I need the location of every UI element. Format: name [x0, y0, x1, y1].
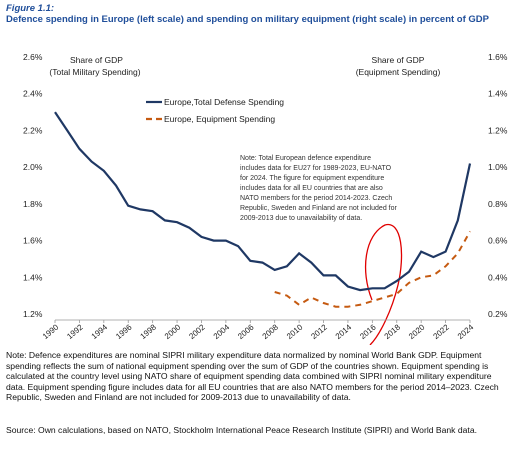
y2-tick-label: 0.6%	[488, 236, 508, 246]
y2-tick-label: 1.4%	[488, 89, 508, 99]
x-tick-label: 2008	[261, 322, 281, 341]
footnote: Note: Defence expenditures are nominal S…	[6, 350, 499, 403]
x-tick-label: 2004	[212, 322, 232, 341]
x-tick-label: 1996	[114, 322, 134, 341]
y-axis-title: (Total Military Spending)	[49, 67, 140, 77]
figure-label: Figure 1.1:	[6, 3, 55, 14]
x-tick-label: 2014	[334, 322, 354, 341]
y2-tick-label: 1.0%	[488, 162, 508, 172]
x-tick-label: 2002	[187, 322, 207, 341]
red-scribble	[364, 224, 403, 345]
chart-title: Defence spending in Europe (left scale) …	[6, 14, 489, 25]
y2-axis-title: (Equipment Spending)	[356, 67, 441, 77]
y-tick-label: 1.4%	[23, 272, 43, 282]
x-tick-label: 2018	[383, 322, 403, 341]
y-tick-label: 1.6%	[23, 236, 43, 246]
annotation-line: 2009-2013 due to unavailability of data.	[240, 215, 362, 222]
x-tick-label: 1994	[90, 322, 110, 341]
legend-label: Europe, Equipment Spending	[164, 114, 275, 124]
y2-tick-label: 0.8%	[488, 199, 508, 209]
x-tick-label: 2022	[431, 322, 451, 341]
x-tick-label: 2000	[163, 322, 183, 341]
x-tick-label: 1990	[41, 322, 61, 341]
y-tick-label: 1.2%	[23, 309, 43, 319]
annotation-line: Note: Total European defence expenditure	[240, 155, 371, 162]
series-line	[54, 111, 472, 292]
series-line	[274, 230, 471, 308]
x-tick-label: 2012	[309, 322, 329, 341]
x-tick-label: 1998	[139, 322, 159, 341]
x-tick-label: 2024	[456, 322, 476, 341]
x-tick-label: 2010	[285, 322, 305, 341]
y-tick-label: 2.4%	[23, 89, 43, 99]
source: Source: Own calculations, based on NATO,…	[6, 425, 477, 435]
annotation-line: includes data for EU27 for 1989-2023, EU…	[240, 165, 392, 172]
x-tick-label: 2006	[236, 322, 256, 341]
annotation-line: includes data for all EU countries that …	[240, 185, 383, 192]
y-tick-label: 2.0%	[23, 162, 43, 172]
y2-axis-title: Share of GDP	[372, 55, 425, 65]
y2-tick-label: 1.6%	[488, 52, 508, 62]
y2-tick-label: 1.2%	[488, 125, 508, 135]
x-tick-label: 2020	[407, 322, 427, 341]
y-axis-title: Share of GDP	[70, 55, 123, 65]
annotation-line: for 2024. The figure for equipment expen…	[240, 175, 384, 182]
annotation-line: NATO members for the period 2014-2023. C…	[240, 195, 392, 202]
annotation-line: Republic, Sweden and Finland are not inc…	[240, 205, 397, 212]
y2-tick-label: 0.4%	[488, 272, 508, 282]
y-tick-label: 1.8%	[23, 199, 43, 209]
y-tick-label: 2.2%	[23, 125, 43, 135]
chart: Share of GDP (Total Military Spending) Sha…	[23, 52, 508, 345]
y2-tick-label: 0.2%	[488, 309, 508, 319]
legend-label: Europe,Total Defense Spending	[164, 97, 284, 107]
x-tick-label: 1992	[65, 322, 85, 341]
y-tick-label: 2.6%	[23, 52, 43, 62]
